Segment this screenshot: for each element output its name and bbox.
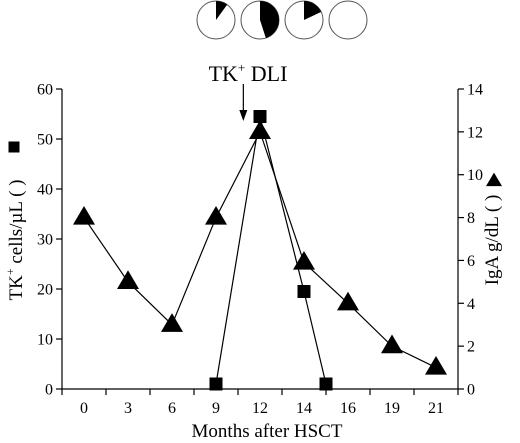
data-point-triangle — [161, 313, 183, 332]
x-axis-label: Months after HSCT — [192, 421, 343, 442]
data-point-triangle — [381, 334, 403, 354]
x-ticks: 0 3 6 9 12 14 16 19 21 — [61, 389, 459, 417]
y-right-tick-label: 6 — [467, 253, 475, 270]
data-point-triangle — [73, 205, 95, 225]
annotation-arrow-head — [239, 110, 248, 121]
pie-indicator — [284, 0, 324, 40]
pie-indicator — [240, 0, 280, 40]
y-right-label: IgA g/dL ( ) — [482, 195, 503, 286]
y-left-tick-label: 0 — [45, 382, 53, 399]
x-tick-label: 21 — [428, 400, 444, 417]
y-left-tick-label: 50 — [37, 132, 53, 149]
y-left-label-square — [8, 141, 20, 153]
y-left-tick-label: 40 — [37, 182, 53, 199]
pie-indicator — [196, 0, 236, 40]
pie-slice — [216, 1, 228, 20]
series-line-square — [215, 116, 327, 385]
pie-slice — [260, 1, 279, 39]
series-line-triangle — [83, 130, 437, 369]
y-left-label-square-marker — [8, 141, 20, 153]
series — [73, 110, 447, 391]
data-point-triangle — [425, 355, 447, 375]
data-point-triangle — [293, 250, 315, 270]
pie-indicators — [196, 0, 368, 40]
y-right-tick-label: 10 — [467, 167, 483, 184]
annotation-arrow — [239, 84, 248, 121]
data-point-triangle — [249, 120, 271, 139]
annotation-label: TK+ DLI — [209, 60, 288, 86]
series-square — [209, 110, 333, 391]
x-tick-label: 16 — [340, 400, 356, 417]
data-point-square — [253, 110, 267, 123]
pie-outline — [328, 0, 368, 40]
y-left-tick-label: 60 — [37, 82, 53, 99]
y-right-label-triangle-marker — [486, 172, 502, 187]
pie-indicator — [328, 0, 368, 40]
x-tick-label: 6 — [168, 400, 176, 417]
y-right-tick-label: 14 — [467, 82, 483, 99]
x-tick-label: 3 — [124, 400, 132, 417]
pie-slice — [304, 1, 322, 20]
y-right-tick-label: 8 — [467, 210, 475, 227]
data-point-triangle — [337, 291, 359, 311]
y-right-tick-label: 4 — [467, 296, 475, 313]
y-left-label-group: TK+ cells/µL ( ) — [3, 180, 27, 301]
data-point-square — [209, 377, 223, 391]
y-left-label: TK+ cells/µL ( ) — [3, 180, 27, 301]
y-right-tick-label: 0 — [467, 382, 475, 399]
series-triangle — [73, 120, 447, 375]
x-tick-label: 0 — [80, 400, 88, 417]
x-tick-label: 19 — [384, 400, 400, 417]
y-right-tick-label: 2 — [467, 339, 475, 356]
y-right-label-group: IgA g/dL ( ) — [482, 195, 503, 286]
data-point-triangle — [205, 205, 227, 225]
y-left-tick-label: 20 — [37, 282, 53, 299]
y-left-tick-label: 10 — [37, 332, 53, 349]
x-tick-label: 14 — [296, 400, 312, 417]
y-right-tick-label: 12 — [467, 124, 483, 141]
y-right-label-triangle — [486, 172, 502, 187]
x-tick-label: 9 — [212, 400, 220, 417]
y-right-ticks: 0 2 4 6 8 10 12 14 — [458, 82, 483, 399]
data-point-square — [319, 377, 333, 391]
x-tick-label: 12 — [252, 400, 268, 417]
data-point-square — [297, 285, 311, 298]
y-left-ticks: 0 10 20 30 40 50 60 — [37, 82, 62, 399]
y-left-tick-label: 30 — [37, 232, 53, 249]
data-point-triangle — [117, 270, 139, 289]
